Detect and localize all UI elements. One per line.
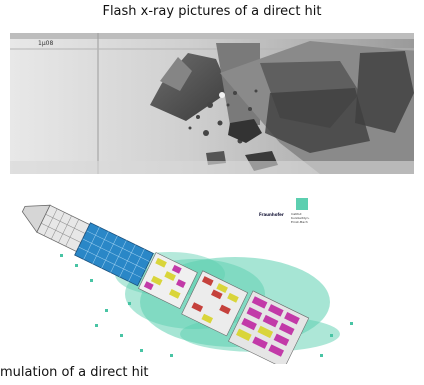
simulation-legend: Fraunhofer Institut Kurzzeitdyn. Ernst-M…: [259, 198, 365, 238]
legend-line: Institut: [291, 212, 302, 216]
xray-photo: 1μ08: [10, 33, 414, 174]
simulation-title: mulation of a direct hit: [0, 365, 149, 380]
fraunhofer-logo: Fraunhofer: [259, 212, 284, 217]
legend-line: Ernst-Mach: [291, 220, 308, 224]
xray-title: Flash x-ray pictures of a direct hit: [102, 4, 322, 19]
legend-line: Kurzzeitdyn.: [291, 216, 310, 220]
simulation-graphic: [20, 184, 404, 369]
legend-text: Institut Kurzzeitdyn. Ernst-Mach: [291, 212, 310, 224]
direct-hit-simulation: [21, 204, 353, 369]
xray-frame-label: 1μ08: [38, 40, 53, 47]
flash-xray-image: 1μ08: [10, 33, 414, 174]
legend-swatch: [296, 198, 308, 210]
